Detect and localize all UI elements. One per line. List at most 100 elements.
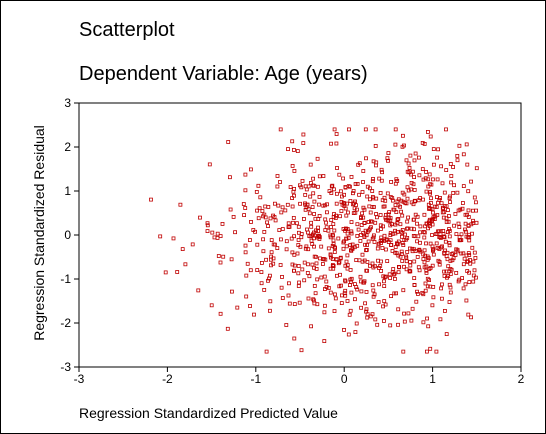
data-point [361,169,366,173]
data-point [215,231,220,236]
data-point [342,291,347,296]
data-point [407,246,412,251]
data-point [301,141,306,146]
data-point [461,184,466,189]
data-point [388,276,393,280]
data-point [423,281,428,286]
data-point [163,270,168,275]
data-point [383,212,388,217]
x-tick-label: -1 [250,372,261,386]
data-point [472,250,477,255]
data-point [343,288,348,293]
data-point [349,174,354,179]
data-point [381,204,386,209]
data-point [346,236,351,240]
data-point [303,246,308,251]
data-point [262,229,267,234]
data-point [221,254,226,259]
data-point [436,147,441,152]
data-point [466,215,471,219]
data-point [315,156,320,161]
data-point [263,215,268,220]
data-point [334,141,339,146]
data-point [386,151,391,156]
data-point [406,311,411,316]
data-point [243,250,248,255]
data-point [292,193,296,198]
data-point [312,244,316,249]
data-point [348,267,353,272]
data-point [278,127,283,132]
data-point [345,299,350,303]
data-point [309,324,314,329]
data-point [436,200,440,205]
data-point [410,306,415,311]
data-point [444,127,448,132]
data-point [405,169,410,174]
data-point [376,300,381,304]
data-point [442,210,447,215]
data-point [432,204,437,209]
data-point [396,264,401,269]
data-point [367,197,372,202]
data-point [431,147,436,152]
data-point [316,229,320,234]
data-point [276,203,281,208]
data-point [297,183,302,188]
data-point [378,227,383,231]
data-point [256,216,261,221]
data-point [290,163,295,168]
data-point [442,308,447,313]
data-point [410,246,415,251]
data-point [349,220,354,225]
data-point [399,209,404,214]
data-point [373,264,377,269]
data-point [424,221,429,226]
data-point [421,229,426,234]
data-point [278,263,283,267]
data-point [427,219,432,224]
data-point [336,236,341,241]
data-point [341,240,346,245]
data-point [463,227,467,232]
data-point [350,202,355,207]
data-point [279,210,284,215]
data-point [413,199,418,204]
data-point [309,224,314,229]
data-point [228,207,233,212]
data-point [376,258,380,263]
data-point [418,230,423,235]
data-point [346,332,351,337]
data-point [286,147,290,152]
data-point [409,318,414,323]
data-point [358,274,363,279]
data-point [334,273,339,278]
data-point [295,251,300,256]
data-point [329,218,334,223]
data-point [180,247,185,252]
data-point [332,228,337,233]
data-point [395,217,400,222]
data-point [404,254,409,259]
data-point [431,252,436,257]
data-point [448,161,453,166]
data-point [437,229,442,234]
data-point [457,225,462,230]
data-point [448,266,453,271]
data-point [401,288,406,293]
data-point [335,166,339,170]
data-point [400,258,405,263]
data-point [366,220,371,224]
data-point [443,239,448,244]
data-point [467,280,472,285]
data-point [409,172,413,177]
data-point [292,302,297,307]
data-point [399,249,404,254]
data-point [381,304,386,309]
data-point [361,280,366,285]
data-point [391,272,396,277]
data-point [344,236,349,241]
data-point [241,202,246,206]
data-point [424,241,428,246]
